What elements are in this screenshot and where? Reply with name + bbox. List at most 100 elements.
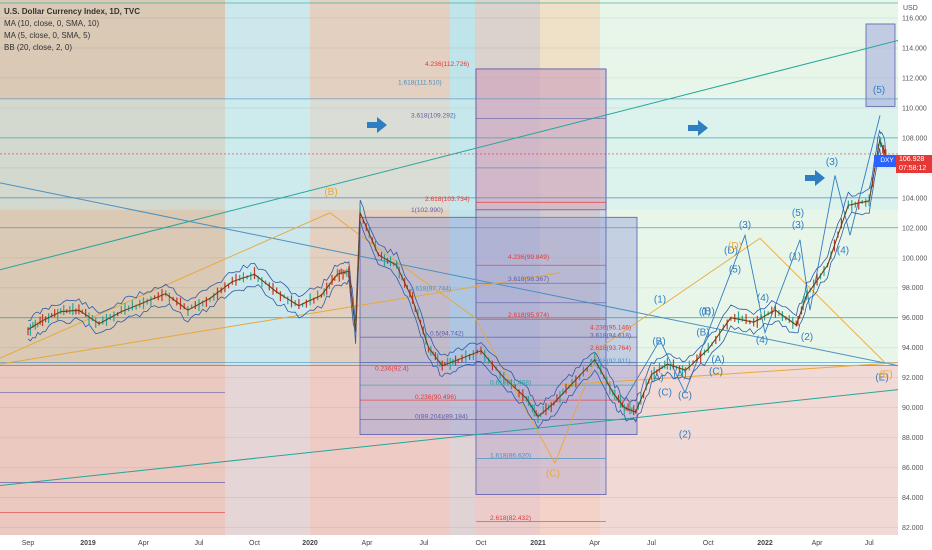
fib-lines bbox=[0, 2, 898, 522]
trend-line bbox=[0, 389, 899, 487]
upper-zone bbox=[0, 98, 898, 210]
legend-ma5[interactable]: MA (5, close, 0, SMA, 5) bbox=[4, 31, 91, 40]
y-tick-label: 104.000 bbox=[902, 195, 927, 202]
wave-label: (A) bbox=[673, 370, 686, 381]
y-tick-label: 86.000 bbox=[902, 465, 924, 472]
right-arrow-icon bbox=[688, 120, 708, 136]
x-tick-label: Oct bbox=[249, 540, 260, 547]
y-tick-label: 110.000 bbox=[902, 105, 927, 112]
abc-label: (B) bbox=[324, 187, 337, 198]
y-tick-label: 100.000 bbox=[902, 255, 927, 262]
fib-label: 4.236(112.726) bbox=[425, 61, 469, 68]
wave-label: (D) bbox=[724, 245, 738, 256]
y-tick-label: 82.000 bbox=[902, 525, 924, 532]
wave-label: (1) bbox=[789, 251, 801, 262]
wave-label: (1) bbox=[699, 307, 711, 318]
legend-bb[interactable]: BB (20, close, 2, 0) bbox=[4, 43, 73, 52]
trend-line bbox=[0, 39, 899, 271]
x-axis: Sep 2019 Apr Jul Oct 2020 Apr Jul Oct 2021 Apr Jul O… bbox=[22, 540, 874, 547]
fib-label: 2.618(103.734) bbox=[425, 196, 470, 203]
symbol-badge: DXY bbox=[874, 155, 900, 167]
fib-label: 4.236(95.146) bbox=[590, 325, 631, 332]
fib-box bbox=[475, 68, 607, 211]
bb-upper bbox=[28, 129, 887, 407]
y-tick-label: 96.000 bbox=[902, 315, 924, 322]
y-tick-label: 90.000 bbox=[902, 405, 924, 412]
wave-label: (B) bbox=[701, 307, 714, 318]
wave-label: (5) bbox=[729, 265, 741, 276]
fib-box bbox=[865, 23, 896, 107]
abc-label: (E) bbox=[879, 370, 892, 381]
wave-label: (3) bbox=[792, 220, 804, 231]
wave-label: (4) bbox=[757, 293, 769, 304]
wave-label: (A) bbox=[711, 355, 724, 366]
y-tick-label: 88.000 bbox=[902, 435, 924, 442]
right-arrow-icon bbox=[805, 170, 825, 186]
y-tick-label: 102.000 bbox=[902, 225, 927, 232]
fib-label: 1.618(86.620) bbox=[490, 452, 531, 459]
y-tick-label: 114.000 bbox=[902, 45, 927, 52]
trend-line bbox=[0, 272, 561, 365]
arrow-icons bbox=[367, 117, 825, 186]
fib-label: 3.618(109.292) bbox=[411, 113, 456, 120]
fib-label: 4.236(99.849) bbox=[508, 254, 549, 261]
fib-label: 2.618(95.974) bbox=[508, 312, 549, 319]
last-price: 106.928 bbox=[899, 156, 925, 163]
fib-label: 0.236(90.496) bbox=[415, 394, 456, 401]
fib-label: 1.618(111.510) bbox=[398, 79, 442, 86]
wave-label: (A) bbox=[650, 373, 663, 384]
bb-lower bbox=[27, 148, 887, 429]
y-tick-label: 112.000 bbox=[902, 75, 927, 82]
x-tick-label: Apr bbox=[589, 540, 601, 547]
x-tick-label: Jul bbox=[865, 540, 874, 547]
abc-label: (C) bbox=[546, 469, 560, 480]
fib-label: 2.618(82.432) bbox=[490, 515, 531, 522]
wave-label: (5) bbox=[792, 208, 804, 219]
fib-label: 0.618(91.488) bbox=[490, 379, 531, 386]
x-tick-label: Jul bbox=[195, 540, 204, 547]
x-tick-label: 2022 bbox=[757, 540, 773, 547]
last-price-tag: 106.928 07:58:12 bbox=[896, 155, 932, 173]
wave-label: (2) bbox=[679, 430, 691, 441]
fib-box bbox=[359, 216, 638, 435]
fib-label: 2.618(93.764) bbox=[590, 345, 631, 352]
fib-label: 3.618(98.367) bbox=[508, 276, 549, 283]
y-axis-panel bbox=[898, 0, 932, 535]
bar-countdown: 07:58:12 bbox=[899, 165, 927, 172]
trend-line bbox=[0, 182, 899, 367]
fib-label: 0.5(94.742) bbox=[430, 331, 464, 338]
wave-label: (2) bbox=[801, 332, 813, 343]
annotation-labels: 4.236(112.726) 1.618(111.510) 3.618(109.29… bbox=[324, 61, 892, 522]
x-tick-label: Jul bbox=[647, 540, 656, 547]
price-series bbox=[0, 139, 898, 418]
wave-label: (C) bbox=[678, 391, 692, 402]
x-tick-label: Jul bbox=[420, 540, 429, 547]
abc-label: (D) bbox=[728, 241, 742, 252]
wave-label: (5) bbox=[873, 85, 885, 96]
wave-label: (C) bbox=[658, 388, 672, 399]
fib-label: 0(89.204)(89.184) bbox=[415, 414, 468, 421]
trend-line bbox=[559, 362, 899, 386]
legend-title: U.S. Dollar Currency Index, 1D, TVC bbox=[4, 7, 141, 16]
close-line bbox=[27, 139, 887, 418]
abc-wave-path bbox=[0, 212, 886, 465]
chart-legend: U.S. Dollar Currency Index, 1D, TVC MA (… bbox=[4, 6, 140, 54]
wave-label: (B) bbox=[652, 337, 665, 348]
fib-label: 1.618(97.744) bbox=[410, 286, 451, 293]
x-tick-label: Oct bbox=[476, 540, 487, 547]
fib-label: 3.618(94.618) bbox=[590, 332, 631, 339]
x-tick-label: 2020 bbox=[302, 540, 318, 547]
fib-label: 1.618(92.911) bbox=[590, 358, 631, 365]
wave-label: (3) bbox=[739, 220, 751, 231]
wave-label: (1) bbox=[654, 295, 666, 306]
currency-label: USD bbox=[903, 5, 918, 12]
y-tick-label: 116.000 bbox=[902, 15, 927, 22]
background-zones bbox=[0, 0, 898, 535]
x-tick-label: Apr bbox=[812, 540, 824, 547]
fib-label: 1(102.990) bbox=[411, 207, 443, 214]
y-tick-label: 94.000 bbox=[902, 345, 924, 352]
x-tick-label: Apr bbox=[138, 540, 150, 547]
legend-ma10[interactable]: MA (10, close, 0, SMA, 10) bbox=[4, 19, 100, 28]
wave-label: (B) bbox=[696, 328, 709, 339]
